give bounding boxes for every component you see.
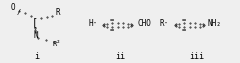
Text: R·: R·	[160, 19, 169, 28]
Text: O: O	[11, 3, 16, 12]
Text: N: N	[33, 31, 38, 40]
Text: H·: H·	[89, 19, 98, 28]
Text: CHO: CHO	[137, 19, 151, 28]
Text: =: =	[109, 17, 114, 23]
Text: R²: R²	[52, 41, 61, 47]
Text: R: R	[55, 8, 60, 17]
Text: =: =	[181, 28, 186, 34]
Text: NH₂: NH₂	[208, 19, 222, 28]
Text: =: =	[109, 28, 114, 34]
Text: iii: iii	[189, 52, 204, 61]
Text: =: =	[181, 17, 186, 23]
Text: /: /	[17, 9, 21, 15]
Text: [: [	[32, 17, 38, 27]
Text: i: i	[35, 52, 40, 61]
Text: ii: ii	[115, 52, 125, 61]
